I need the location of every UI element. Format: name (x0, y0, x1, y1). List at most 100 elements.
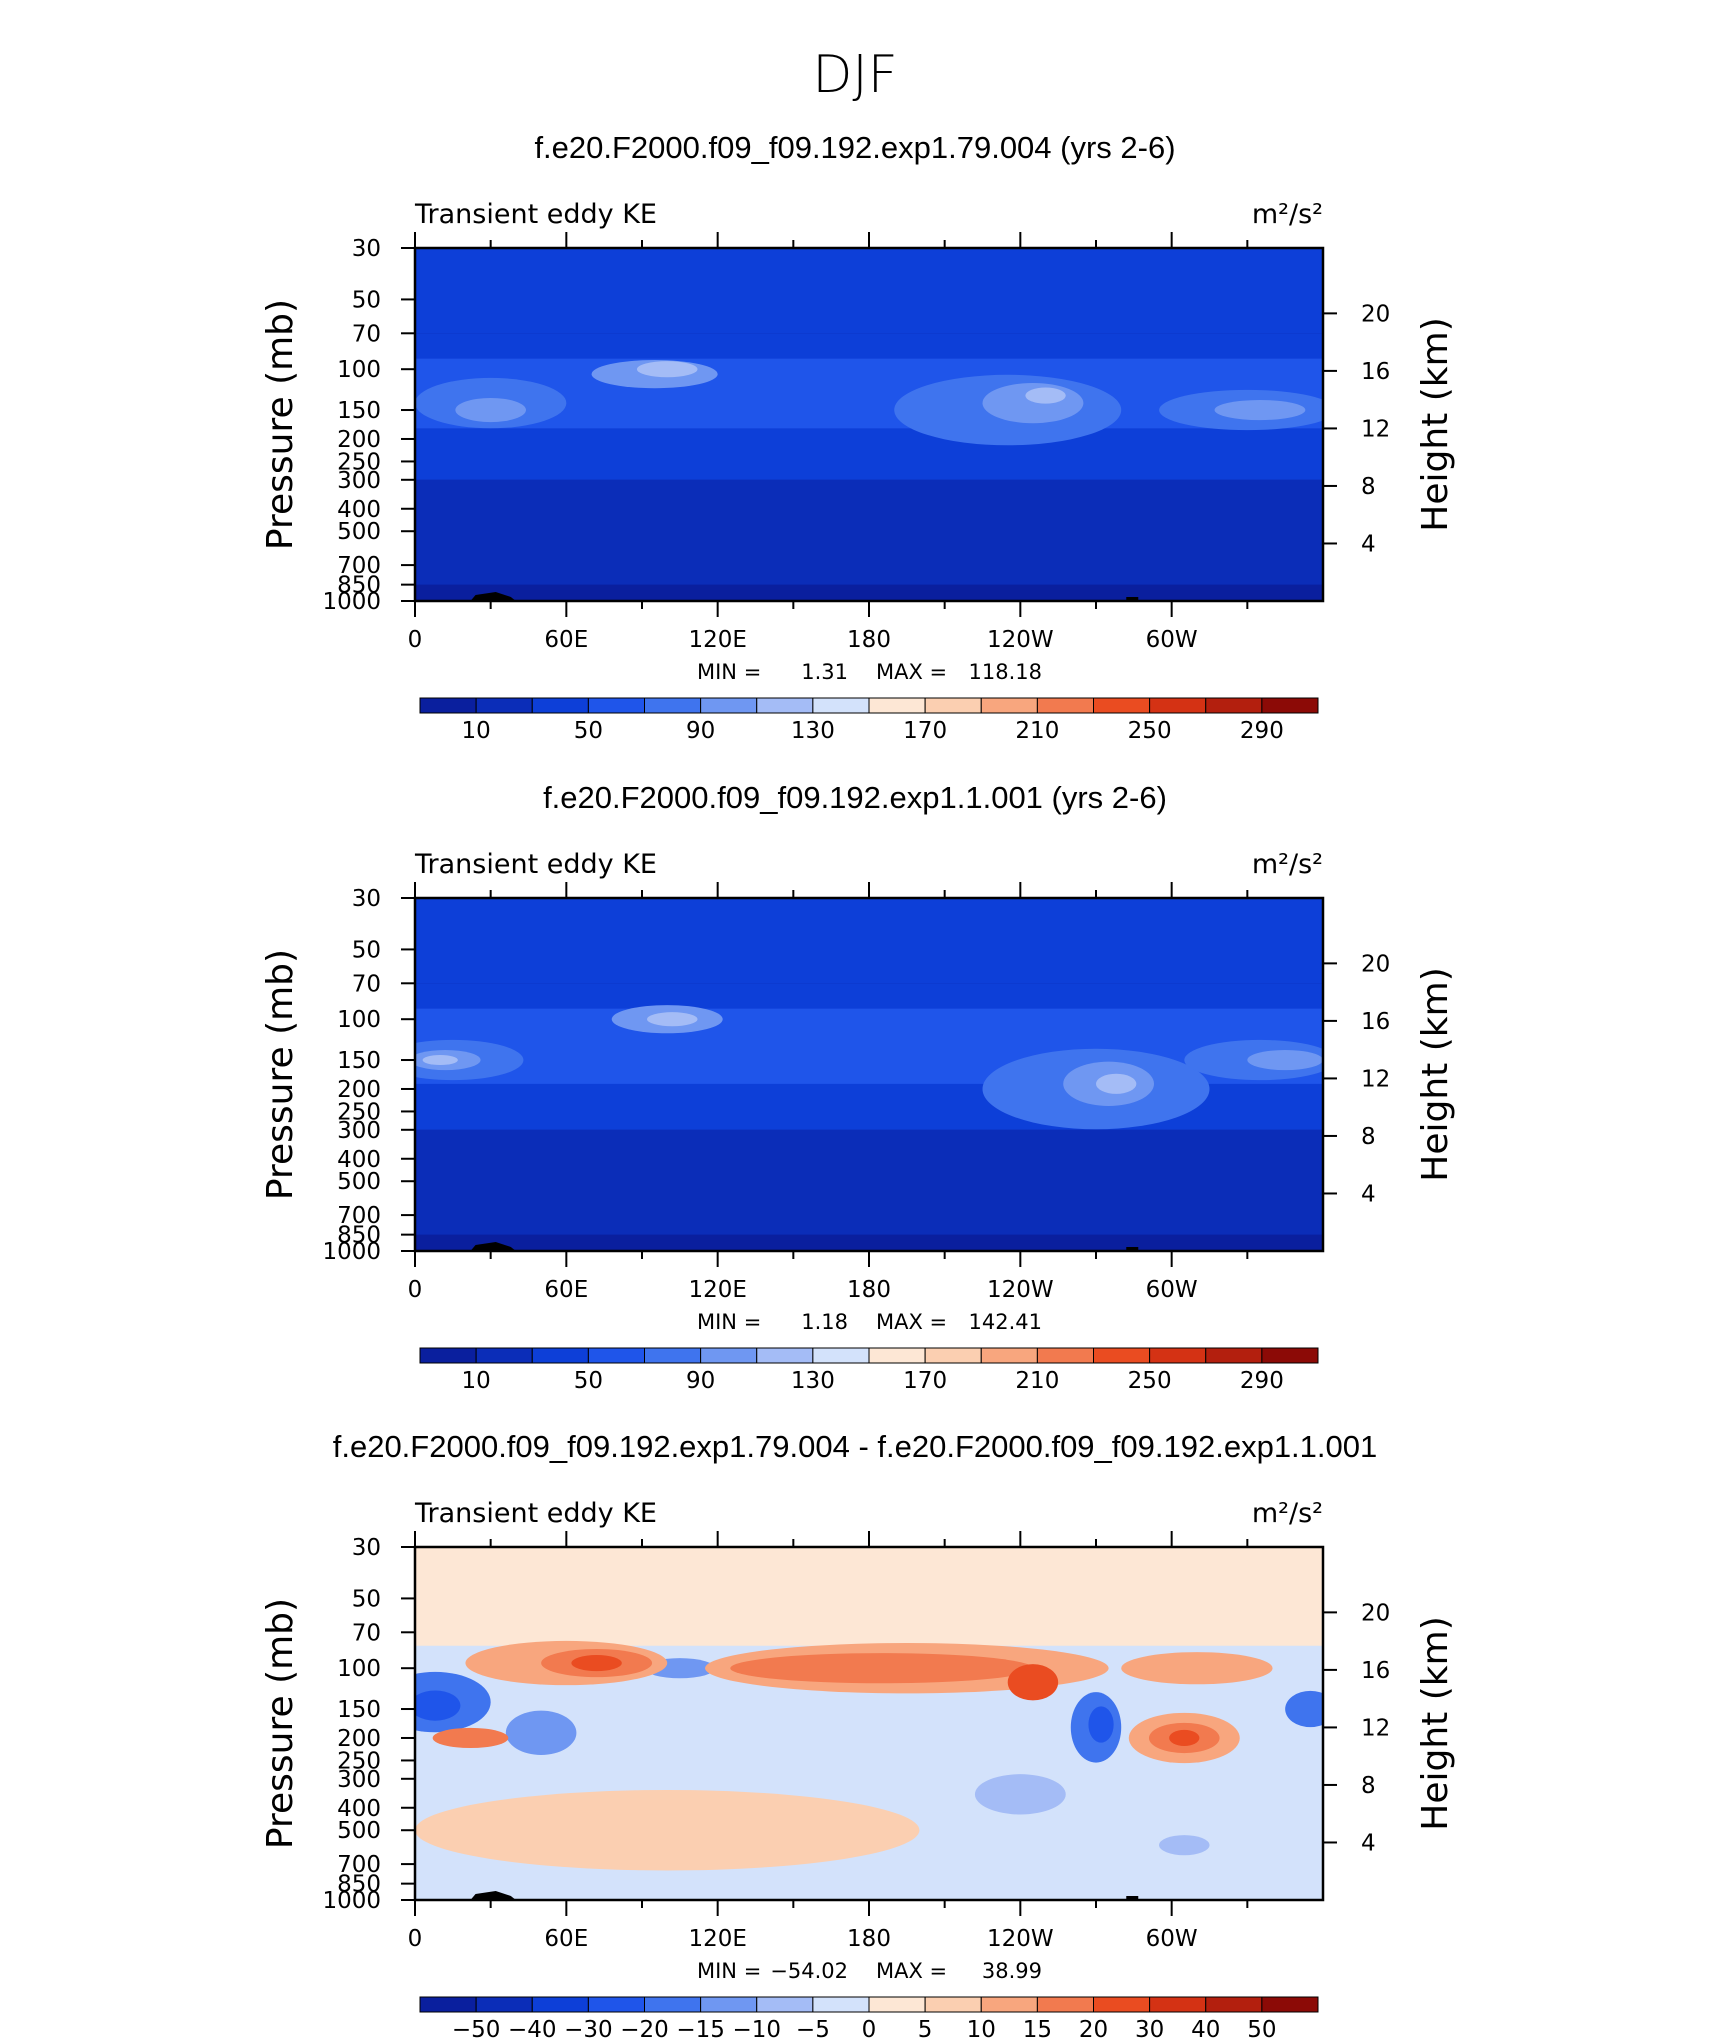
field-layer (415, 584, 1323, 601)
height-tick-label: 12 (1361, 416, 1390, 442)
colorbar-swatch (1036, 1996, 1094, 2013)
field-layer (415, 248, 1323, 334)
y-tick-label: 70 (352, 1620, 381, 1646)
height-tick-label: 8 (1361, 1124, 1376, 1150)
x-tick-label: 120E (688, 1277, 746, 1303)
height-tick-label: 20 (1361, 1600, 1390, 1626)
topography (470, 592, 516, 601)
height-tick-label: 4 (1361, 1181, 1376, 1207)
y-tick-label: 70 (352, 971, 381, 997)
max-label: MAX = (876, 1959, 947, 1983)
field-feature (636, 361, 698, 378)
y-tick-label: 50 (352, 1586, 381, 1612)
colorbar-swatch (924, 697, 982, 714)
min-label: MIN = (697, 1310, 761, 1334)
colorbar-swatch (1261, 1996, 1319, 2013)
colorbar-swatch (475, 1347, 533, 1364)
y-tick-label: 500 (337, 1169, 381, 1195)
field-feature (1214, 399, 1306, 421)
colorbar-label: 50 (1247, 2017, 1276, 2038)
x-tick-label: 60E (544, 1926, 588, 1952)
panels-container: f.e20.F2000.f09_f09.192.exp1.79.004 (yrs… (260, 130, 1456, 2038)
height-tick-label: 8 (1361, 1773, 1376, 1799)
colorbar-label: 10 (967, 2017, 996, 2038)
height-tick-label: 20 (1361, 951, 1390, 977)
x-tick-label: 120E (688, 627, 746, 653)
height-tick-label: 12 (1361, 1066, 1390, 1092)
y-tick-label: 100 (337, 357, 381, 383)
height-tick-label: 12 (1361, 1715, 1390, 1741)
units-label: m²/s² (1252, 199, 1323, 230)
colorbar-label: 290 (1240, 718, 1284, 744)
y-tick-label: 70 (352, 321, 381, 347)
colorbar-swatch (1093, 1996, 1151, 2013)
height-tick-label: 20 (1361, 301, 1390, 327)
y-tick-label: 30 (352, 236, 381, 262)
y-tick-label: 30 (352, 886, 381, 912)
colorbar-label: 10 (461, 1368, 490, 1394)
y-tick-label: 300 (337, 1767, 381, 1793)
colorbar-label: 20 (1079, 2017, 1108, 2038)
colorbar-swatch (924, 1996, 982, 2013)
colorbar-swatch (1149, 1996, 1207, 2013)
height-tick-label: 16 (1361, 359, 1390, 385)
topography (1126, 1896, 1139, 1900)
y-tick-label: 300 (337, 1118, 381, 1144)
y-tick-label: 400 (337, 497, 381, 523)
colorbar-label: −50 (452, 2017, 501, 2038)
colorbar-label: 5 (918, 2017, 933, 2038)
field-feature (974, 1774, 1066, 1815)
y-tick-label: 1000 (322, 589, 381, 615)
x-tick-label: 120W (987, 1926, 1054, 1952)
field-feature (571, 1654, 622, 1672)
y-tick-label: 150 (337, 398, 381, 424)
y-tick-label: 850 (337, 1223, 381, 1249)
colorbar-swatch (531, 1996, 589, 2013)
colorbar-swatch (644, 1347, 702, 1364)
field-feature (505, 1710, 577, 1755)
max-label: MAX = (876, 660, 947, 684)
variable-label: Transient eddy KE (414, 1498, 657, 1529)
y-tick-label: 30 (352, 1535, 381, 1561)
field-feature (982, 382, 1084, 424)
colorbar-label: 170 (903, 718, 947, 744)
height-axis-label: Height (km) (1415, 317, 1456, 531)
colorbar-swatch (1149, 1347, 1207, 1364)
variable-label: Transient eddy KE (414, 849, 657, 880)
y-axis-label: Pressure (mb) (260, 1598, 301, 1849)
x-tick-label: 120W (987, 627, 1054, 653)
field-feature (1285, 1690, 1323, 1728)
colorbar-swatch (587, 697, 645, 714)
colorbar-swatch (419, 1996, 477, 2013)
colorbar-swatch (868, 1996, 926, 2013)
colorbar-label: 130 (791, 1368, 835, 1394)
colorbar-swatch (700, 697, 758, 714)
height-tick-label: 8 (1361, 474, 1376, 500)
y-tick-label: 850 (337, 1872, 381, 1898)
case-title: f.e20.F2000.f09_f09.192.exp1.79.004 (yrs… (534, 130, 1175, 165)
height-tick-label: 16 (1361, 1658, 1390, 1684)
colorbar-label: 50 (574, 718, 603, 744)
max-value: 38.99 (982, 1959, 1042, 1983)
y-tick-label: 1000 (322, 1888, 381, 1914)
field-layer (415, 1129, 1323, 1235)
y-tick-label: 500 (337, 519, 381, 545)
y-tick-label: 250 (337, 449, 381, 475)
panel-3: f.e20.F2000.f09_f09.192.exp1.79.004 - f.… (260, 1429, 1456, 2038)
colorbar-label: 10 (461, 718, 490, 744)
variable-label: Transient eddy KE (414, 199, 657, 230)
x-tick-label: 60W (1146, 1926, 1198, 1952)
colorbar-swatch (419, 1347, 477, 1364)
colorbar-label: −15 (676, 2017, 725, 2038)
x-tick-label: 180 (847, 1926, 891, 1952)
y-tick-label: 700 (337, 553, 381, 579)
colorbar-swatch (868, 697, 926, 714)
colorbar-swatch (980, 1996, 1038, 2013)
colorbar-swatch (812, 1347, 870, 1364)
min-value: 1.18 (801, 1310, 848, 1334)
y-tick-label: 1000 (322, 1239, 381, 1265)
x-tick-label: 0 (408, 627, 423, 653)
field-feature (1169, 1729, 1200, 1747)
x-tick-label: 180 (847, 627, 891, 653)
